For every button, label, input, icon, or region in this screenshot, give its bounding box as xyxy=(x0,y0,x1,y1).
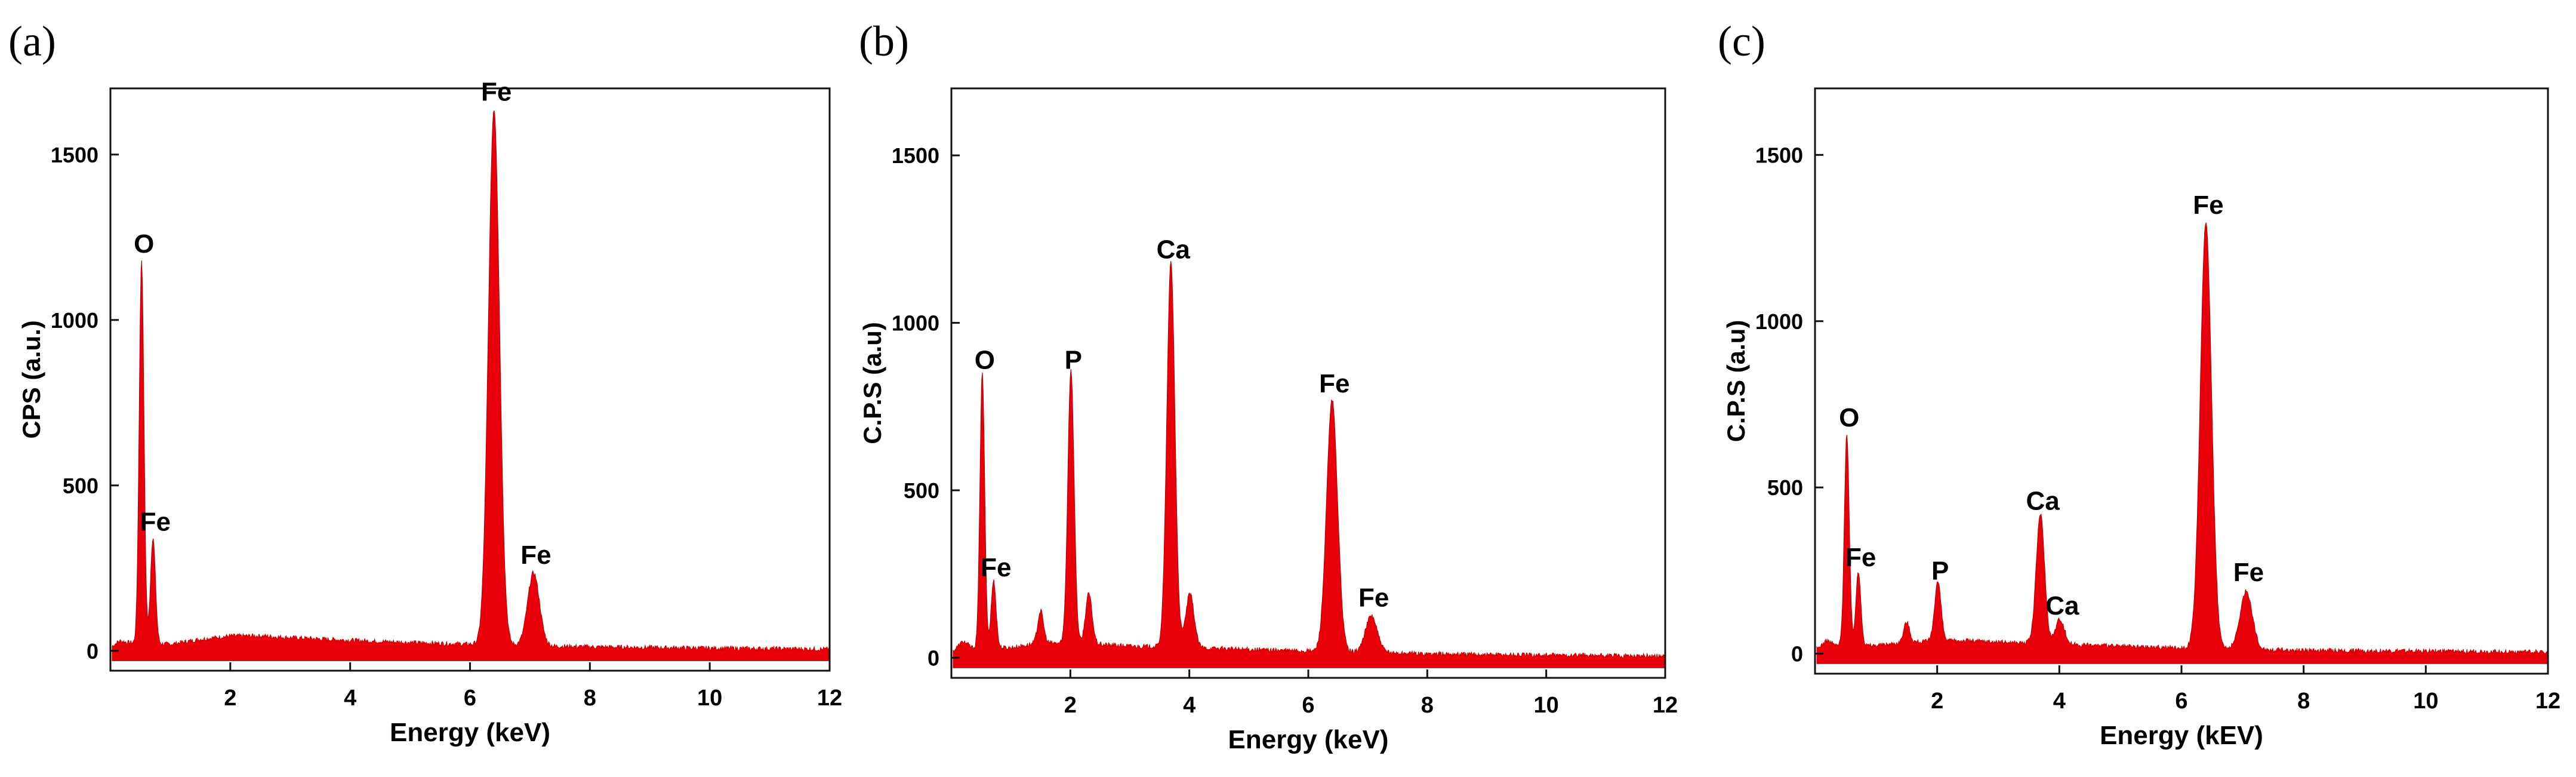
peak-label: Fe xyxy=(520,540,551,570)
plot-frame xyxy=(109,87,831,672)
panel-label-b: (b) xyxy=(859,17,909,65)
spectrum-area xyxy=(953,260,1665,668)
x-tick-label: 8 xyxy=(584,686,596,711)
spectrum-area xyxy=(112,110,830,661)
x-axis-title: Energy (keV) xyxy=(1228,725,1389,754)
y-axis-title: C.P.S (a.u) xyxy=(859,322,886,444)
peak-label: Fe xyxy=(981,553,1011,582)
x-tick-label: 10 xyxy=(1534,693,1559,718)
x-tick-label: 10 xyxy=(697,686,722,711)
y-tick-label: 1000 xyxy=(1755,309,1803,334)
peak-label: Ca xyxy=(2045,591,2079,621)
y-axis-title: CPS (a.u.) xyxy=(17,320,45,438)
y-tick-label: 0 xyxy=(928,646,939,670)
y-tick-label: 1000 xyxy=(892,311,939,336)
plot-frame xyxy=(950,87,1666,679)
peak-label: Ca xyxy=(2026,486,2060,515)
x-tick-label: 4 xyxy=(344,686,356,711)
x-tick-label: 2 xyxy=(1931,689,1943,714)
plot-frame xyxy=(1814,87,2549,675)
x-axis-title: Energy (keV) xyxy=(390,718,550,747)
peak-label: O xyxy=(975,346,995,375)
peak-label: O xyxy=(1839,403,1859,432)
y-axis-title: C.P.S (a.u) xyxy=(1722,320,1750,443)
peak-label: Ca xyxy=(1157,235,1191,264)
x-tick-label: 6 xyxy=(2175,689,2187,714)
peak-label: Fe xyxy=(1358,583,1389,613)
y-tick-label: 1500 xyxy=(892,143,939,168)
x-tick-label: 2 xyxy=(1064,693,1077,718)
panel-label-c: (c) xyxy=(1718,17,1765,65)
peak-label: Fe xyxy=(140,507,171,536)
y-tick-label: 1500 xyxy=(1755,143,1803,167)
y-tick-label: 1000 xyxy=(51,308,98,333)
y-tick-label: 500 xyxy=(904,478,939,503)
y-tick-label: 0 xyxy=(1791,642,1803,667)
panel-label-a: (a) xyxy=(8,17,56,65)
chart-panel-a: 2 4 6 8 10 12 0 500 1000 1500 Energy (keV) CPS (a.u… xyxy=(0,0,858,777)
spectrum-area xyxy=(1816,222,2548,664)
x-tick-label: 8 xyxy=(1421,693,1434,718)
chart-c: 2 4 6 8 10 12 0 500 1000 1500 Energy (kEV) C.P.S (a… xyxy=(1722,87,2560,750)
y-tick-label: 500 xyxy=(63,474,98,498)
y-tick-label: 500 xyxy=(1767,475,1803,500)
peak-label: P xyxy=(1065,346,1082,375)
x-axis-title: Energy (kEV) xyxy=(2100,721,2263,750)
x-tick-label: 6 xyxy=(1302,693,1314,718)
chart-panel-b: 2 4 6 8 10 12 0 500 1000 1500 Energy (keV) C.P.S (a… xyxy=(859,0,1717,777)
x-tick-label: 12 xyxy=(1653,693,1678,718)
peak-label: Fe xyxy=(2193,191,2223,220)
peak-label: Fe xyxy=(1845,543,1876,572)
peak-label: P xyxy=(1931,556,1949,585)
x-tick-label: 2 xyxy=(224,686,236,711)
x-tick-label: 4 xyxy=(2053,689,2066,714)
peak-label: O xyxy=(134,229,154,259)
chart-b: 2 4 6 8 10 12 0 500 1000 1500 Energy (keV) C.P.S (a… xyxy=(859,87,1678,754)
chart-panel-c: 2 4 6 8 10 12 0 500 1000 1500 Energy (kEV) C.P.S (a… xyxy=(1718,0,2576,777)
x-tick-label: 6 xyxy=(464,686,476,711)
x-tick-label: 12 xyxy=(817,686,842,711)
x-tick-label: 8 xyxy=(2297,689,2310,714)
x-tick-label: 4 xyxy=(1183,693,1195,718)
peak-label: Fe xyxy=(481,77,511,106)
y-tick-label: 0 xyxy=(87,639,98,664)
y-tick-label: 1500 xyxy=(51,143,98,167)
peak-label: Fe xyxy=(2233,558,2264,587)
x-tick-label: 12 xyxy=(2535,689,2560,714)
x-tick-label: 10 xyxy=(2413,689,2438,714)
peak-label: Fe xyxy=(1319,369,1349,398)
chart-a: 2 4 6 8 10 12 0 500 1000 1500 Energy (keV) CPS (a.u… xyxy=(17,77,842,747)
